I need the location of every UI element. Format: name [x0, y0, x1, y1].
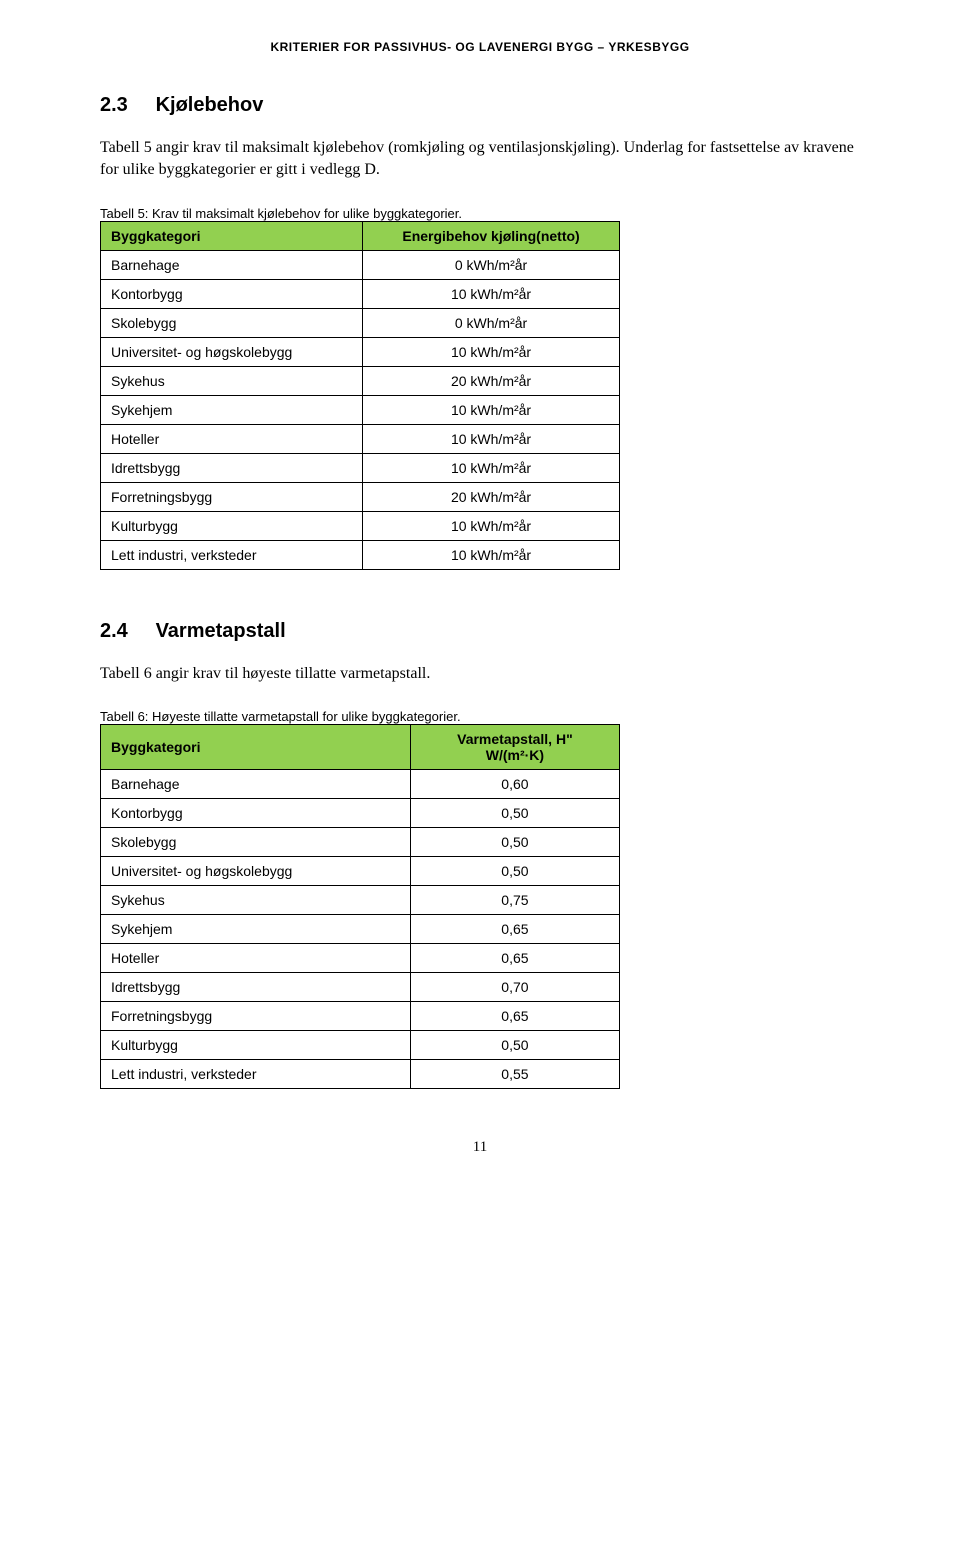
table-row: Kulturbygg0,50	[101, 1031, 620, 1060]
section-title: Kjølebehov	[156, 94, 264, 116]
table6-header-col1: Byggkategori	[101, 725, 411, 770]
table6-cell-name: Sykehjem	[101, 915, 411, 944]
table6-cell-name: Barnehage	[101, 770, 411, 799]
table5-cell-value: 0 kWh/m²år	[363, 308, 620, 337]
table6-cell-name: Skolebygg	[101, 828, 411, 857]
table6-cell-value: 0,75	[410, 886, 619, 915]
table6-cell-value: 0,50	[410, 1031, 619, 1060]
table5-header-col1: Byggkategori	[101, 221, 363, 250]
table6-cell-value: 0,65	[410, 944, 619, 973]
table-row: Hoteller10 kWh/m²år	[101, 424, 620, 453]
section-number: 2.3	[100, 94, 150, 117]
table6-cell-value: 0,60	[410, 770, 619, 799]
table6-cell-name: Kulturbygg	[101, 1031, 411, 1060]
table-row: Universitet- og høgskolebygg10 kWh/m²år	[101, 337, 620, 366]
table5-cell-name: Lett industri, verksteder	[101, 540, 363, 569]
page-number: 11	[100, 1139, 860, 1156]
table5: Byggkategori Energibehov kjøling(netto) …	[100, 221, 620, 570]
table5-header-row: Byggkategori Energibehov kjøling(netto)	[101, 221, 620, 250]
table5-header-col2: Energibehov kjøling(netto)	[363, 221, 620, 250]
table-row: Skolebygg0,50	[101, 828, 620, 857]
table5-cell-name: Skolebygg	[101, 308, 363, 337]
table-row: Idrettsbygg0,70	[101, 973, 620, 1002]
table6-cell-name: Sykehus	[101, 886, 411, 915]
table-row: Universitet- og høgskolebygg0,50	[101, 857, 620, 886]
table-row: Kulturbygg10 kWh/m²år	[101, 511, 620, 540]
table6: Byggkategori Varmetapstall, H" W/(m²·K) …	[100, 724, 620, 1089]
table6-cell-value: 0,65	[410, 1002, 619, 1031]
table6-cell-value: 0,65	[410, 915, 619, 944]
section-number: 2.4	[100, 620, 150, 643]
table6-header-row: Byggkategori Varmetapstall, H" W/(m²·K)	[101, 725, 620, 770]
table5-cell-name: Universitet- og høgskolebygg	[101, 337, 363, 366]
table5-cell-name: Sykehus	[101, 366, 363, 395]
table6-header-col2: Varmetapstall, H" W/(m²·K)	[410, 725, 619, 770]
table5-cell-value: 10 kWh/m²år	[363, 395, 620, 424]
table-row: Sykehus20 kWh/m²år	[101, 366, 620, 395]
table6-header-col2-line1: Varmetapstall, H"	[421, 731, 609, 747]
table6-cell-name: Idrettsbygg	[101, 973, 411, 1002]
table6-cell-value: 0,50	[410, 857, 619, 886]
table6-cell-name: Kontorbygg	[101, 799, 411, 828]
table5-cell-value: 20 kWh/m²år	[363, 366, 620, 395]
table-row: Skolebygg0 kWh/m²år	[101, 308, 620, 337]
table-row: Sykehjem0,65	[101, 915, 620, 944]
table6-cell-name: Lett industri, verksteder	[101, 1060, 411, 1089]
table5-cell-name: Idrettsbygg	[101, 453, 363, 482]
table-row: Sykehus0,75	[101, 886, 620, 915]
section-heading-varmetapstall: 2.4 Varmetapstall	[100, 620, 860, 643]
table-row: Hoteller0,65	[101, 944, 620, 973]
table6-cell-name: Forretningsbygg	[101, 1002, 411, 1031]
table5-cell-value: 10 kWh/m²år	[363, 279, 620, 308]
table-row: Lett industri, verksteder10 kWh/m²år	[101, 540, 620, 569]
section-heading-kjolebehov: 2.3 Kjølebehov	[100, 94, 860, 117]
table-row: Barnehage0 kWh/m²år	[101, 250, 620, 279]
table6-cell-name: Universitet- og høgskolebygg	[101, 857, 411, 886]
table6-cell-name: Hoteller	[101, 944, 411, 973]
table6-header-col2-line2: W/(m²·K)	[421, 747, 609, 763]
table-row: Barnehage0,60	[101, 770, 620, 799]
table5-caption: Tabell 5: Krav til maksimalt kjølebehov …	[100, 206, 860, 221]
table-row: Forretningsbygg20 kWh/m²år	[101, 482, 620, 511]
section-body-varmetapstall: Tabell 6 angir krav til høyeste tillatte…	[100, 663, 860, 685]
table5-cell-name: Kontorbygg	[101, 279, 363, 308]
table6-cell-value: 0,70	[410, 973, 619, 1002]
table5-cell-value: 0 kWh/m²år	[363, 250, 620, 279]
document-header: KRITERIER FOR PASSIVHUS- OG LAVENERGI BY…	[100, 40, 860, 54]
table5-cell-name: Sykehjem	[101, 395, 363, 424]
table-row: Sykehjem10 kWh/m²år	[101, 395, 620, 424]
table5-cell-value: 10 kWh/m²år	[363, 453, 620, 482]
table5-cell-value: 10 kWh/m²år	[363, 424, 620, 453]
table-row: Lett industri, verksteder0,55	[101, 1060, 620, 1089]
table6-cell-value: 0,50	[410, 828, 619, 857]
table-row: Idrettsbygg10 kWh/m²år	[101, 453, 620, 482]
table5-cell-value: 10 kWh/m²år	[363, 511, 620, 540]
table5-cell-value: 10 kWh/m²år	[363, 337, 620, 366]
table5-cell-value: 20 kWh/m²år	[363, 482, 620, 511]
table6-caption: Tabell 6: Høyeste tillatte varmetapstall…	[100, 709, 860, 724]
table5-cell-name: Barnehage	[101, 250, 363, 279]
table5-cell-name: Hoteller	[101, 424, 363, 453]
table-row: Kontorbygg10 kWh/m²år	[101, 279, 620, 308]
table5-cell-name: Forretningsbygg	[101, 482, 363, 511]
table5-cell-value: 10 kWh/m²år	[363, 540, 620, 569]
section-body-kjolebehov: Tabell 5 angir krav til maksimalt kjøleb…	[100, 137, 860, 182]
table-row: Forretningsbygg0,65	[101, 1002, 620, 1031]
section-title: Varmetapstall	[156, 620, 286, 642]
table-row: Kontorbygg0,50	[101, 799, 620, 828]
table5-cell-name: Kulturbygg	[101, 511, 363, 540]
table6-cell-value: 0,50	[410, 799, 619, 828]
table6-cell-value: 0,55	[410, 1060, 619, 1089]
